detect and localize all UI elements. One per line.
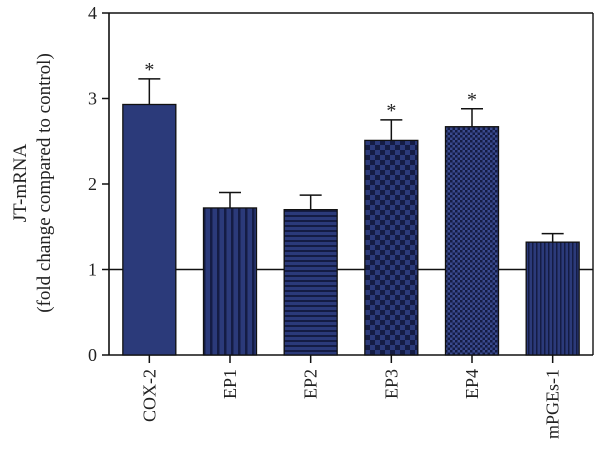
bar [364,139,419,356]
y-tick-label: 2 [88,174,97,194]
y-tick-label: 4 [88,3,97,23]
y-tick-label: 1 [88,260,97,280]
bar [283,208,338,356]
axes [102,12,594,363]
x-category-label: COX-2 [139,369,159,422]
bar [122,103,177,356]
labels: 0 1 2 3 4 * COX-2 EP1 EP2 * EP3 * EP4 mPGEs-1 [88,3,563,439]
significance-mark: * [467,89,477,111]
significance-mark: * [144,59,154,81]
y-tick-label: 3 [88,89,97,109]
x-category-label: EP4 [462,369,482,399]
bar [202,207,258,356]
bar [444,126,500,356]
y-tick-label: 0 [88,345,97,365]
significance-mark: * [386,100,396,122]
x-category-label: mPGEs-1 [543,369,563,439]
y-axis-sublabel: (fold change compared to control) [34,53,55,313]
bar [525,241,580,356]
bars [122,78,580,356]
x-category-label: EP3 [381,369,401,399]
x-category-label: EP1 [220,369,240,399]
x-category-label: EP2 [301,369,321,399]
y-axis-label: JT-mRNA [10,143,31,222]
